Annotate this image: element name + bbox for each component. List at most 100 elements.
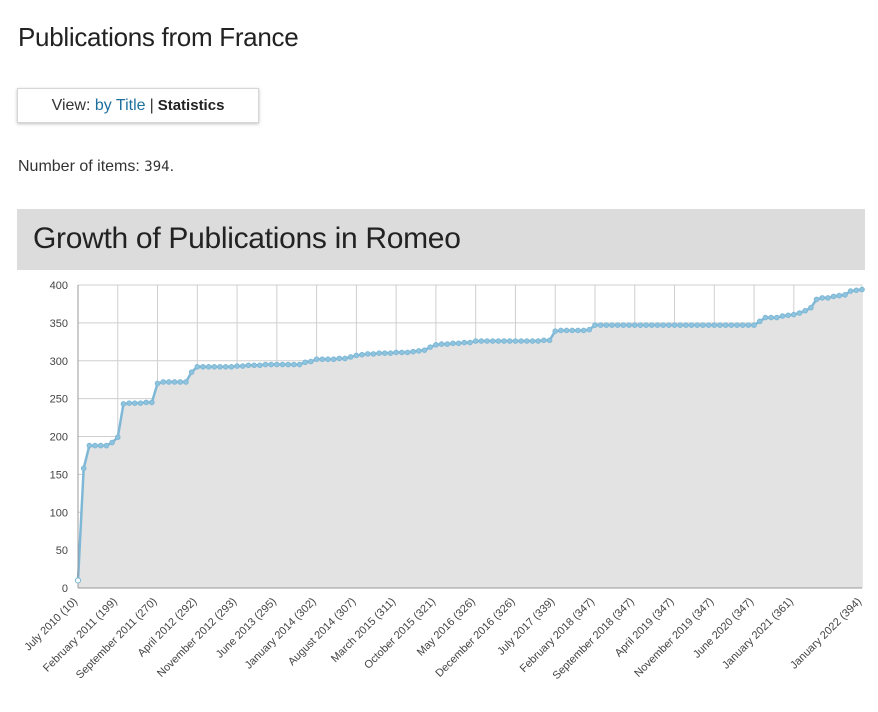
data-point[interactable] [330, 356, 337, 363]
data-point[interactable] [381, 350, 388, 356]
data-point[interactable] [126, 400, 132, 406]
data-point[interactable] [387, 350, 394, 356]
data-point[interactable] [467, 339, 473, 346]
data-point[interactable] [438, 341, 445, 347]
data-point[interactable] [666, 322, 672, 328]
data-point[interactable] [80, 465, 87, 472]
data-point[interactable] [444, 341, 451, 347]
data-point[interactable] [143, 399, 149, 406]
data-point[interactable] [836, 292, 843, 299]
data-point[interactable] [410, 348, 416, 355]
data-point[interactable] [762, 314, 769, 321]
data-point[interactable] [194, 364, 201, 370]
data-point[interactable] [313, 356, 320, 363]
data-point[interactable] [830, 293, 837, 300]
data-point[interactable] [166, 379, 172, 385]
data-point[interactable] [688, 322, 695, 328]
data-point[interactable] [149, 399, 155, 406]
data-point[interactable] [768, 314, 774, 321]
data-point[interactable] [512, 338, 519, 344]
data-point[interactable] [626, 322, 632, 328]
data-point[interactable] [359, 351, 365, 358]
data-point[interactable] [114, 434, 121, 441]
data-point[interactable] [433, 342, 439, 348]
data-point[interactable] [92, 442, 98, 449]
data-point[interactable] [802, 307, 808, 314]
data-point[interactable] [74, 577, 82, 584]
data-point[interactable] [580, 327, 587, 334]
data-point[interactable] [325, 356, 331, 363]
data-point[interactable] [654, 322, 661, 328]
data-point[interactable] [455, 340, 462, 347]
data-point[interactable] [183, 379, 189, 385]
data-point[interactable] [399, 349, 405, 356]
data-point[interactable] [234, 363, 240, 369]
data-point[interactable] [745, 322, 752, 328]
data-point[interactable] [694, 322, 701, 328]
data-point[interactable] [541, 337, 547, 344]
data-point[interactable] [285, 361, 292, 368]
data-point[interactable] [416, 348, 422, 354]
data-point[interactable] [103, 442, 110, 449]
data-point[interactable] [586, 326, 593, 333]
data-point[interactable] [97, 442, 104, 449]
data-point[interactable] [535, 338, 541, 344]
data-point[interactable] [524, 338, 530, 344]
data-point[interactable] [631, 322, 638, 328]
data-point[interactable] [569, 327, 576, 334]
data-point[interactable] [728, 322, 735, 328]
data-point[interactable] [376, 350, 382, 356]
data-point[interactable] [529, 338, 536, 344]
data-point[interactable] [336, 355, 343, 362]
data-point[interactable] [717, 322, 723, 328]
data-point[interactable] [427, 344, 434, 350]
data-point[interactable] [291, 361, 297, 368]
data-point[interactable] [671, 322, 678, 328]
data-point[interactable] [614, 322, 621, 328]
data-point[interactable] [506, 338, 513, 344]
data-point[interactable] [859, 286, 865, 293]
data-point[interactable] [722, 322, 729, 328]
data-point[interactable] [188, 369, 195, 375]
data-point[interactable] [262, 361, 269, 368]
data-point[interactable] [637, 322, 644, 328]
data-point[interactable] [813, 296, 820, 303]
data-point[interactable] [683, 322, 689, 328]
data-point[interactable] [705, 322, 712, 328]
data-point[interactable] [501, 338, 507, 344]
data-point[interactable] [785, 312, 791, 319]
data-point[interactable] [274, 361, 280, 368]
data-point[interactable] [739, 322, 746, 328]
data-point[interactable] [808, 304, 814, 311]
data-point[interactable] [200, 364, 206, 370]
data-point[interactable] [489, 338, 496, 344]
data-point[interactable] [842, 292, 848, 298]
data-point[interactable] [296, 361, 303, 368]
data-point[interactable] [245, 362, 252, 369]
data-point[interactable] [154, 380, 161, 387]
data-point[interactable] [575, 327, 581, 334]
data-point[interactable] [546, 337, 553, 344]
data-point[interactable] [302, 359, 309, 366]
data-point[interactable] [171, 379, 178, 385]
data-point[interactable] [648, 322, 655, 328]
data-point[interactable] [620, 322, 627, 328]
data-point[interactable] [484, 338, 490, 344]
data-point[interactable] [734, 322, 740, 328]
data-point[interactable] [228, 364, 235, 370]
data-point[interactable] [308, 358, 314, 365]
data-point[interactable] [217, 364, 223, 370]
data-point[interactable] [256, 362, 263, 369]
data-point[interactable] [518, 338, 524, 344]
data-point[interactable] [592, 322, 598, 328]
data-point[interactable] [643, 322, 649, 328]
data-point[interactable] [700, 322, 706, 328]
data-point[interactable] [597, 322, 604, 328]
data-point[interactable] [796, 310, 803, 316]
data-point[interactable] [819, 295, 826, 301]
data-point[interactable] [132, 400, 138, 406]
data-point[interactable] [478, 338, 485, 344]
data-point[interactable] [450, 340, 456, 347]
data-point[interactable] [677, 322, 684, 328]
data-point[interactable] [711, 322, 718, 328]
